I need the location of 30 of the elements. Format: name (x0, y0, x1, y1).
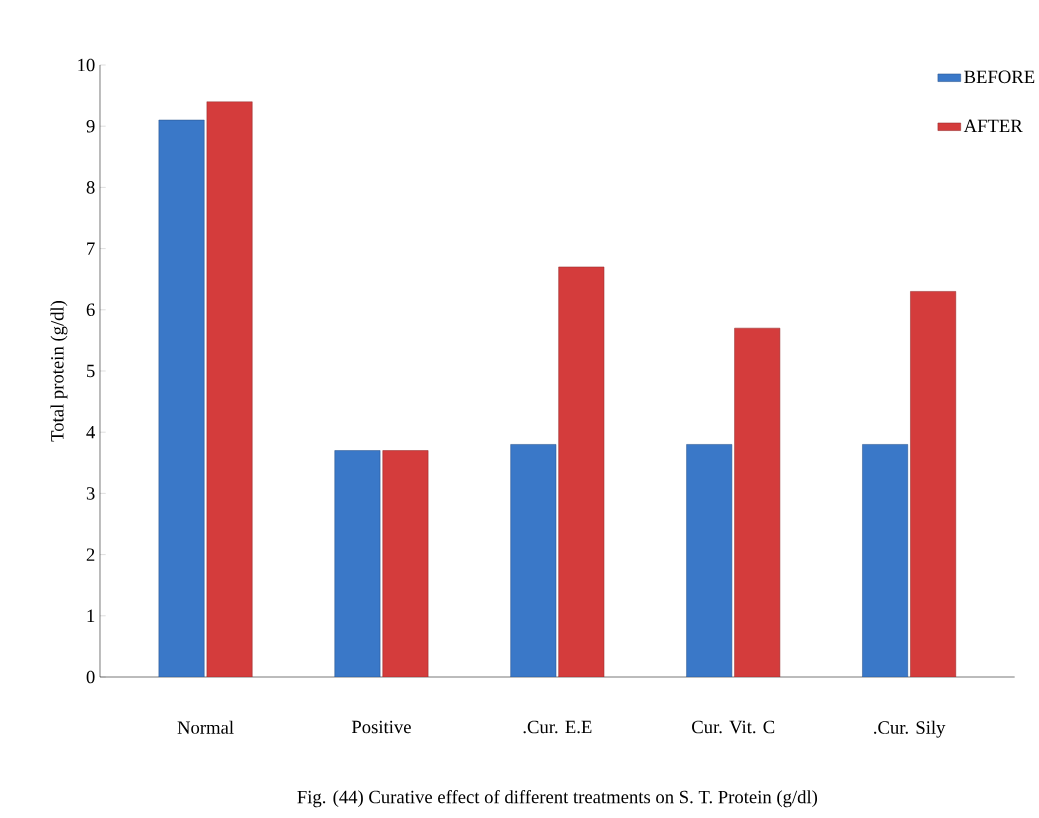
bar (910, 291, 957, 677)
bar (158, 119, 205, 677)
y-tick-label: 0 (86, 670, 95, 684)
y-tick-label: 5 (87, 364, 95, 378)
x-tick-label: Positive (351, 720, 411, 734)
y-tick-label: 4 (86, 426, 96, 439)
x-tick-label: .Cur. Sily (874, 720, 946, 738)
y-tick-label: 8 (86, 181, 95, 194)
x-tick-label: .Cur. E.E (523, 720, 592, 734)
bar (558, 266, 605, 677)
bar (734, 327, 781, 677)
bar (862, 444, 909, 677)
legend-label: BEFORE (964, 70, 1035, 84)
y-tick-label: 9 (86, 119, 95, 133)
bar (206, 101, 253, 677)
y-tick-label: 6 (86, 303, 95, 317)
y-axis-title: Total protein (g/dl) (50, 300, 68, 442)
bar (686, 444, 733, 677)
bar (510, 444, 557, 677)
bar (382, 450, 429, 677)
legend-label: AFTER (963, 119, 1023, 132)
x-tick-label: Normal (177, 720, 234, 734)
y-tick-label: 10 (78, 58, 95, 72)
bar (334, 450, 381, 677)
y-tick-label: 1 (87, 609, 95, 622)
y-tick-label: 3 (86, 487, 95, 500)
y-tick-label: 7 (87, 242, 95, 255)
text: Fig. (44) Curative effect of different treatments on S. T. Protein (g/dl) (297, 789, 818, 808)
x-tick-label: Cur. Vit. C (692, 720, 775, 734)
y-tick-label: 2 (86, 548, 95, 561)
